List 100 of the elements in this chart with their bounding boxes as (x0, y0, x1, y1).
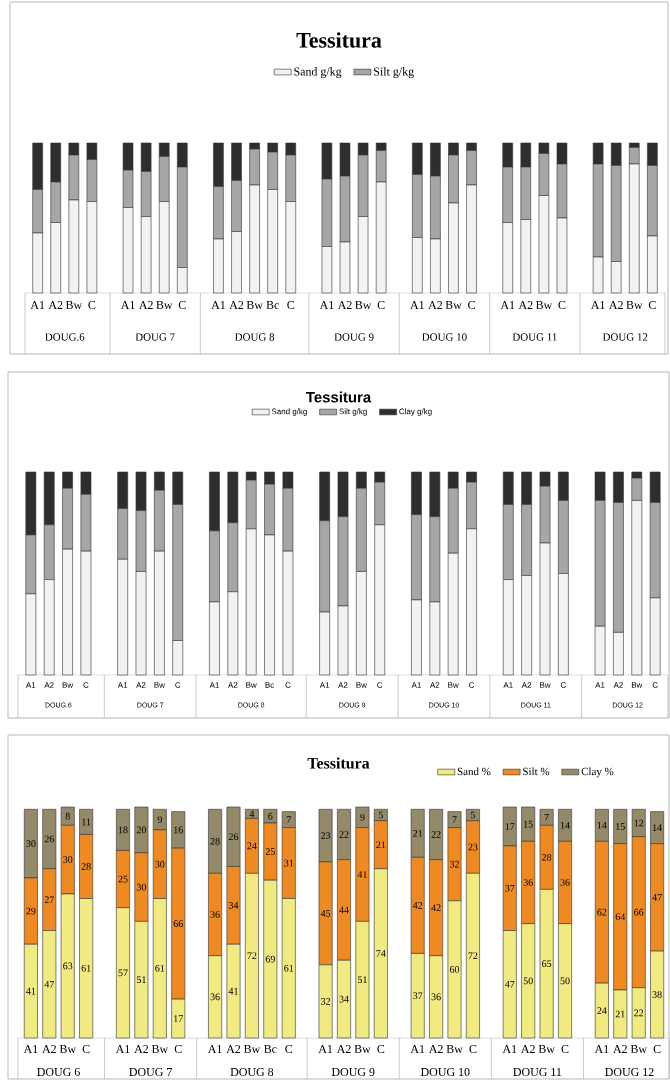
x-tick-label: C (285, 1044, 292, 1054)
data-label: 61 (81, 964, 91, 972)
x-tick-label: C (469, 1044, 477, 1054)
text: DOUG.6 (45, 333, 85, 341)
data-label: 36 (523, 879, 533, 886)
x-tick-label: C (377, 300, 385, 310)
data-label: 72 (247, 952, 257, 959)
data-label: 7 (286, 816, 291, 823)
data-label: 41 (357, 871, 367, 878)
text: DOUG 8 (230, 1067, 274, 1077)
data-label: 60 (449, 966, 459, 973)
x-tick-label: Bw (246, 301, 263, 309)
data-label: 16 (173, 826, 183, 834)
legend-label: Sand g/kg (294, 67, 342, 78)
data-label: 5 (378, 811, 383, 819)
data-label: 50 (523, 977, 533, 985)
legend-label: Silt % (523, 767, 550, 776)
data-label: 9 (157, 816, 162, 823)
x-tick-label: C (377, 1044, 385, 1054)
data-label: 22 (431, 831, 441, 838)
data-label: 14 (652, 824, 662, 831)
x-tick-label: A2 (138, 301, 153, 309)
x-tick-label: A1 (211, 301, 225, 309)
chart-title: Tessitura (305, 391, 372, 403)
text: DOUG 7 (135, 333, 175, 341)
x-tick-label: A1 (409, 301, 424, 309)
data-label: 6 (268, 812, 273, 820)
data-label: 30 (136, 883, 146, 891)
text: DOUG 9 (331, 1067, 375, 1077)
x-tick-label: Bc (266, 301, 279, 309)
data-label: 65 (541, 960, 552, 968)
x-tick-label: C (174, 1044, 182, 1054)
x-tick-label: A1 (319, 301, 334, 309)
data-label: 41 (25, 987, 36, 995)
data-label: 72 (468, 952, 478, 959)
x-tick-label: Bw (354, 1045, 371, 1053)
legend-label: Clay % (581, 767, 614, 778)
x-tick-label: A1 (410, 1045, 425, 1053)
data-label: 29 (26, 907, 36, 915)
text: DOUG 8 (234, 333, 274, 341)
data-label: 12 (634, 819, 643, 827)
x-tick-label: Bw (535, 301, 552, 309)
x-tick-label: Bw (59, 1045, 76, 1053)
text: DOUG 7 (129, 1067, 172, 1077)
data-label: 24 (247, 842, 257, 850)
text: DOUG 12 (602, 333, 648, 341)
data-label: 14 (560, 822, 570, 829)
data-label: 50 (560, 977, 570, 985)
data-label: 37 (505, 884, 515, 892)
x-tick-label: C (82, 1044, 90, 1054)
data-label: 18 (118, 826, 128, 834)
data-label: 30 (26, 840, 36, 847)
data-label: 4 (249, 810, 255, 818)
x-tick-label: A1 (500, 301, 515, 309)
data-label: 23 (320, 832, 331, 839)
x-tick-label: A1 (594, 1045, 609, 1053)
data-label: 21 (412, 830, 422, 837)
x-tick-label: A2 (518, 301, 533, 309)
x-tick-label: A2 (226, 1045, 240, 1053)
data-label: 26 (228, 833, 239, 841)
x-tick-label: Bc (263, 1045, 277, 1053)
data-label: 44 (339, 906, 349, 914)
x-tick-label: A2 (520, 1045, 535, 1053)
data-label: 15 (523, 820, 533, 828)
text: DOUG 10 (420, 1067, 470, 1077)
data-label: 15 (616, 823, 625, 830)
x-tick-label: Bw (65, 301, 82, 309)
x-tick-label: A1 (502, 1045, 517, 1053)
data-label: 27 (44, 896, 54, 903)
data-label: 24 (597, 1007, 607, 1014)
data-label: 51 (136, 976, 146, 984)
x-tick-label: A1 (115, 1045, 130, 1053)
x-tick-label: A2 (134, 1045, 148, 1053)
x-tick-label: C (88, 300, 96, 310)
x-tick-label: A2 (428, 301, 442, 309)
x-tick-label: Bw (630, 1045, 647, 1053)
data-label: 66 (173, 920, 183, 927)
data-label: 37 (413, 992, 423, 1000)
text: DOUG 11 (512, 333, 557, 341)
data-label: 5 (470, 811, 475, 819)
data-label: 25 (118, 875, 128, 883)
data-label: 32 (320, 998, 330, 1005)
x-tick-label: C (653, 1044, 661, 1054)
x-tick-label: A2 (428, 1045, 443, 1053)
data-label: 17 (505, 823, 515, 830)
data-label: 36 (560, 879, 570, 886)
data-label: 28 (81, 863, 91, 870)
data-label: 25 (265, 848, 275, 855)
x-tick-label: C (648, 300, 656, 310)
data-label: 41 (228, 987, 238, 995)
text: DOUG 10 (421, 333, 467, 341)
x-tick-label: A1 (23, 1045, 38, 1053)
x-tick-label: Bw (156, 301, 173, 309)
data-label: 7 (452, 816, 457, 823)
text: DOUG 11 (513, 1067, 562, 1077)
x-tick-label: Bw (538, 1045, 555, 1053)
text: DOUG 12 (604, 1067, 654, 1077)
data-label: 61 (284, 964, 293, 972)
data-label: 22 (339, 831, 349, 838)
x-tick-label: Bw (446, 1045, 463, 1053)
